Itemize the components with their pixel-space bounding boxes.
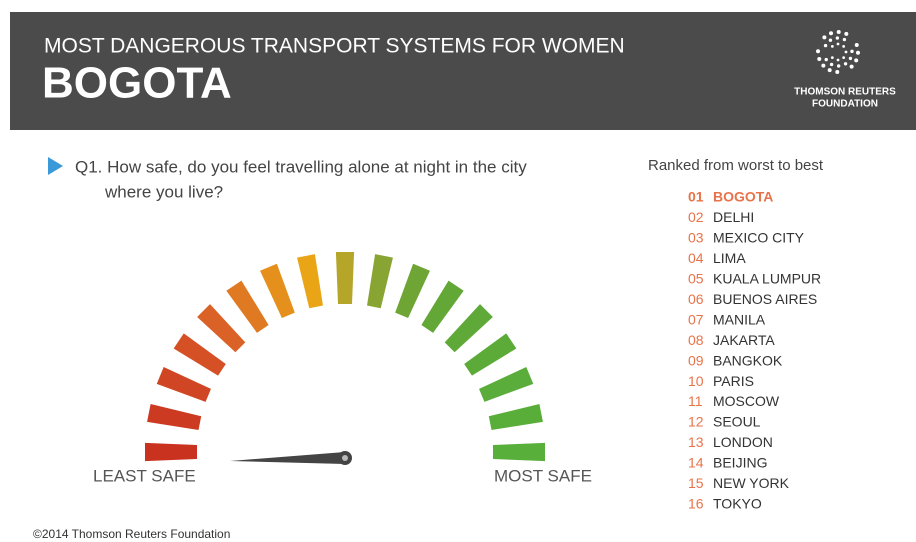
logo-dot bbox=[849, 64, 854, 69]
rank-number: 10 bbox=[688, 373, 704, 389]
logo-dot bbox=[816, 49, 821, 54]
ranking-list: 01 BOGOTA 02 DELHI 03 MEXICO CITY 04 LIMA 05 KUAL… bbox=[688, 189, 821, 512]
rank-city: LONDON bbox=[713, 434, 773, 450]
logo-dot bbox=[822, 35, 827, 40]
logo-dot bbox=[829, 62, 834, 67]
ranking-title: Ranked from worst to best bbox=[648, 157, 824, 174]
rank-city: JAKARTA bbox=[713, 332, 775, 348]
rank-number: 05 bbox=[688, 271, 704, 287]
logo-dot bbox=[817, 56, 822, 61]
header-title: BOGOTA bbox=[42, 59, 232, 108]
rank-number: 14 bbox=[688, 455, 704, 471]
logo bbox=[816, 30, 860, 74]
header-band bbox=[10, 12, 916, 130]
logo-dot bbox=[827, 68, 832, 73]
logo-dot bbox=[835, 69, 840, 74]
gauge-segment bbox=[297, 254, 323, 309]
rank-city: KUALA LUMPUR bbox=[713, 271, 821, 287]
rank-city: BANGKOK bbox=[713, 352, 783, 368]
logo-dot bbox=[844, 50, 848, 54]
rank-city: BEIJING bbox=[713, 455, 767, 471]
gauge-segment bbox=[173, 333, 226, 376]
gauge-segment bbox=[488, 404, 543, 430]
gauge-segment bbox=[260, 263, 295, 318]
logo-dot bbox=[842, 37, 847, 42]
rank-city: BOGOTA bbox=[713, 189, 773, 205]
rank-number: 03 bbox=[688, 230, 704, 246]
logo-text: THOMSON REUTERS bbox=[794, 87, 896, 98]
logo-dot bbox=[824, 57, 828, 62]
rank-city: LIMA bbox=[713, 250, 746, 266]
logo-dot bbox=[836, 58, 840, 62]
rank-city: MANILA bbox=[713, 311, 766, 327]
logo-dot bbox=[843, 62, 848, 66]
rank-number: 13 bbox=[688, 434, 704, 450]
rank-city: MOSCOW bbox=[713, 393, 780, 409]
rank-city: SEOUL bbox=[713, 414, 761, 430]
gauge-segment bbox=[226, 280, 269, 333]
rank-city: NEW YORK bbox=[713, 475, 790, 491]
rank-number: 15 bbox=[688, 475, 704, 491]
rank-number: 06 bbox=[688, 291, 704, 307]
rank-city: TOKYO bbox=[713, 495, 762, 511]
gauge-segment bbox=[197, 304, 246, 353]
gauge-segment bbox=[147, 404, 202, 430]
gauge-segment bbox=[156, 367, 211, 402]
rank-number: 07 bbox=[688, 311, 704, 327]
gauge-segment bbox=[421, 280, 464, 333]
logo-text: FOUNDATION bbox=[812, 99, 878, 110]
bullet bbox=[48, 157, 63, 175]
question-text: Q1. How safe, do you feel travelling alo… bbox=[75, 157, 527, 176]
logo-dot bbox=[855, 50, 860, 55]
rank-number: 08 bbox=[688, 332, 704, 348]
rank-number: 02 bbox=[688, 209, 704, 225]
needle bbox=[230, 452, 345, 464]
gauge-min-label: LEAST SAFE bbox=[93, 466, 196, 485]
logo-dot bbox=[854, 58, 859, 63]
gauge-segment bbox=[493, 442, 545, 462]
gauge-segment bbox=[367, 254, 393, 309]
rank-number: 04 bbox=[688, 250, 704, 266]
logo-dot bbox=[842, 44, 846, 48]
rank-city: MEXICO CITY bbox=[713, 230, 805, 246]
logo-dot bbox=[836, 42, 840, 46]
needle-hub-dot bbox=[342, 455, 348, 461]
logo-dot bbox=[830, 56, 834, 60]
logo-dot bbox=[829, 31, 834, 36]
gauge-segment bbox=[479, 367, 534, 402]
gauge bbox=[145, 252, 545, 462]
rank-city: PARIS bbox=[713, 373, 754, 389]
gauge-segment bbox=[145, 442, 197, 462]
logo-dot bbox=[850, 49, 854, 54]
gauge-segment bbox=[464, 333, 517, 376]
rank-number: 01 bbox=[688, 189, 704, 205]
rank-number: 09 bbox=[688, 352, 704, 368]
gauge-max-label: MOST SAFE bbox=[494, 466, 592, 485]
rank-number: 16 bbox=[688, 495, 704, 511]
logo-dot bbox=[835, 36, 840, 40]
rank-city: DELHI bbox=[713, 209, 754, 225]
logo-dot bbox=[830, 44, 834, 48]
logo-dot bbox=[844, 31, 849, 36]
header-subtitle: MOST DANGEROUS TRANSPORT SYSTEMS FOR WOM… bbox=[44, 35, 625, 58]
logo-dot bbox=[828, 38, 833, 42]
rank-city: BUENOS AIRES bbox=[713, 291, 817, 307]
footer: ©2014 Thomson Reuters Foundation bbox=[33, 527, 230, 541]
logo-dot bbox=[836, 64, 841, 68]
question-text: where you live? bbox=[104, 182, 223, 201]
logo-dot bbox=[848, 56, 853, 61]
logo-dot bbox=[842, 56, 846, 60]
logo-dot bbox=[821, 63, 826, 68]
logo-dot bbox=[823, 43, 828, 48]
logo-dot bbox=[836, 30, 841, 35]
gauge-segment bbox=[335, 252, 355, 304]
gauge-segment bbox=[444, 304, 493, 353]
logo-dot bbox=[854, 43, 859, 48]
gauge-segment bbox=[395, 263, 430, 318]
rank-number: 11 bbox=[688, 393, 703, 409]
rank-number: 12 bbox=[688, 414, 704, 430]
